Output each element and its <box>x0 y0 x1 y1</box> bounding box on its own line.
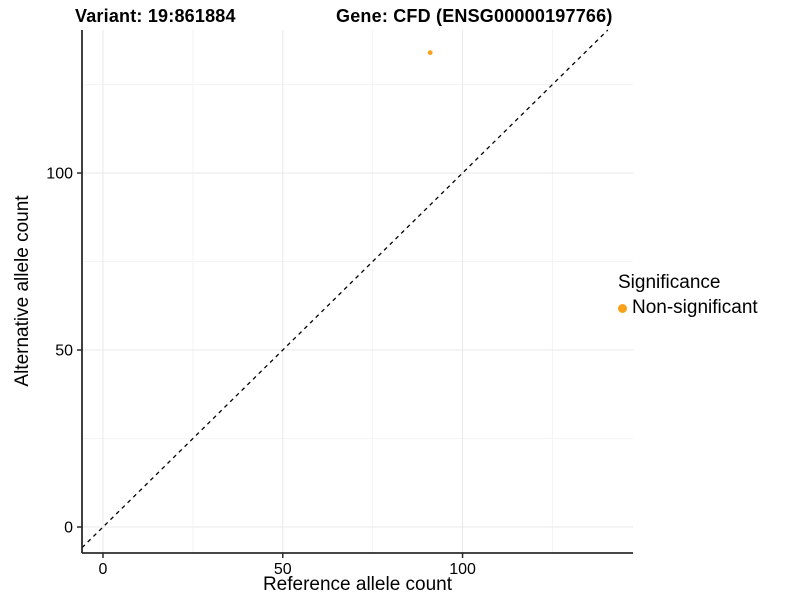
plot-title-gene: Gene: CFD (ENSG00000197766) <box>336 6 613 26</box>
y-tick-label: 0 <box>64 520 73 537</box>
y-tick-label: 50 <box>55 343 73 360</box>
legend-item-label: Non-significant <box>632 297 758 318</box>
y-axis-title: Alternative allele count <box>12 195 33 387</box>
x-tick-label: 0 <box>99 561 108 578</box>
x-axis-title: Reference allele count <box>262 574 453 595</box>
plot-title-variant: Variant: 19:861884 <box>75 6 236 26</box>
identity-line <box>81 29 609 549</box>
legend-item-non-significant: Non-significant <box>618 297 758 319</box>
legend: Significance Non-significant <box>618 272 758 319</box>
legend-key-dot <box>618 303 627 313</box>
legend-title: Significance <box>618 272 721 293</box>
x-tick-label: 100 <box>449 561 476 578</box>
data-point <box>427 50 433 56</box>
x-tick-label: 50 <box>274 561 292 578</box>
y-tick-label: 100 <box>46 166 73 183</box>
